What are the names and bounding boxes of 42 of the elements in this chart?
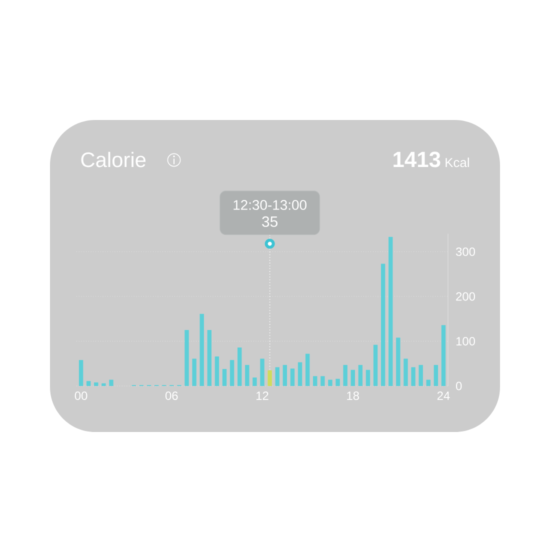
bar xyxy=(260,358,264,386)
bar xyxy=(109,380,114,386)
bar xyxy=(366,370,370,386)
bar xyxy=(102,383,106,386)
bar xyxy=(380,264,386,386)
bar xyxy=(207,330,212,386)
bar xyxy=(230,360,234,386)
bar xyxy=(298,362,302,386)
bar xyxy=(222,368,227,386)
bar xyxy=(373,344,378,386)
bar xyxy=(290,368,295,386)
bar xyxy=(238,347,242,386)
bar xyxy=(343,364,348,386)
bar xyxy=(245,364,250,386)
bar xyxy=(404,358,408,386)
bar xyxy=(275,367,280,386)
bar xyxy=(282,364,288,386)
bar xyxy=(305,354,310,386)
bar xyxy=(441,325,446,386)
bar xyxy=(434,364,438,386)
bar xyxy=(184,330,189,386)
bar xyxy=(94,382,98,386)
text: 12:30-13:00 xyxy=(234,200,306,210)
bar xyxy=(388,236,393,386)
bar xyxy=(336,378,340,386)
bar xyxy=(268,370,272,386)
bar xyxy=(358,364,363,386)
bar xyxy=(320,376,325,386)
bar xyxy=(86,381,91,386)
bar xyxy=(328,380,332,386)
bar xyxy=(200,314,204,386)
bar xyxy=(313,376,318,386)
bar xyxy=(426,380,430,386)
bar xyxy=(78,360,84,386)
bar xyxy=(418,364,423,386)
bar xyxy=(192,358,196,386)
bar xyxy=(214,356,220,386)
bar xyxy=(252,377,257,386)
bar xyxy=(350,370,355,386)
bar xyxy=(411,367,416,386)
annotation: 35 xyxy=(262,216,278,227)
bar xyxy=(396,338,400,386)
